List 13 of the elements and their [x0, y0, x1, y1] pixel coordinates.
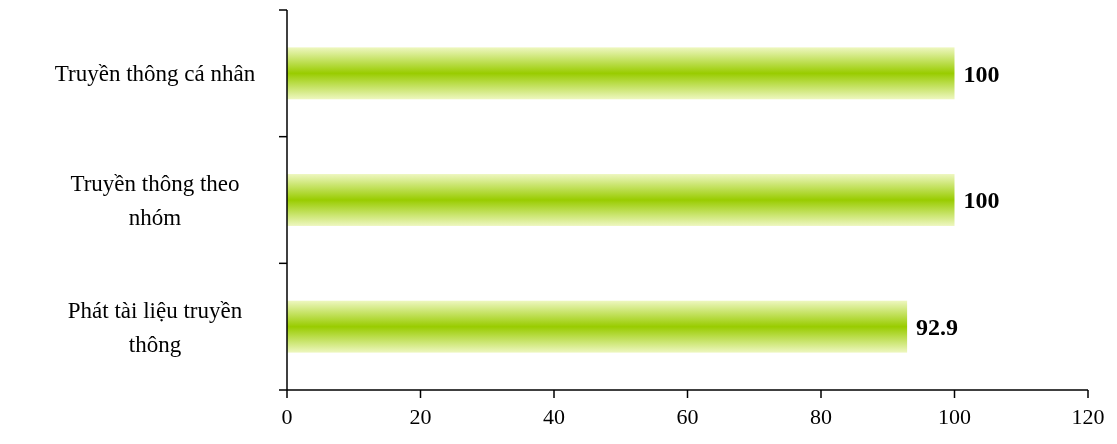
x-tick-label: 0 — [281, 404, 293, 429]
x-tick-label: 40 — [543, 404, 565, 429]
y-tick-label: Truyền thông cá nhân — [54, 61, 256, 87]
y-tick-label: Truyền thông theo nhóm — [70, 171, 240, 231]
y-tick-label: Phát tài liệu truyền thông — [67, 297, 243, 357]
data-label: 92.9 — [916, 314, 959, 341]
x-tick-label: 60 — [676, 404, 699, 429]
data-label: 100 — [963, 187, 1000, 214]
x-tick-label: 80 — [810, 404, 832, 429]
x-tick-label: 120 — [1071, 404, 1105, 429]
x-tick-label: 100 — [938, 404, 971, 429]
data-label: 100 — [963, 60, 1000, 87]
x-tick-label: 20 — [409, 404, 432, 429]
